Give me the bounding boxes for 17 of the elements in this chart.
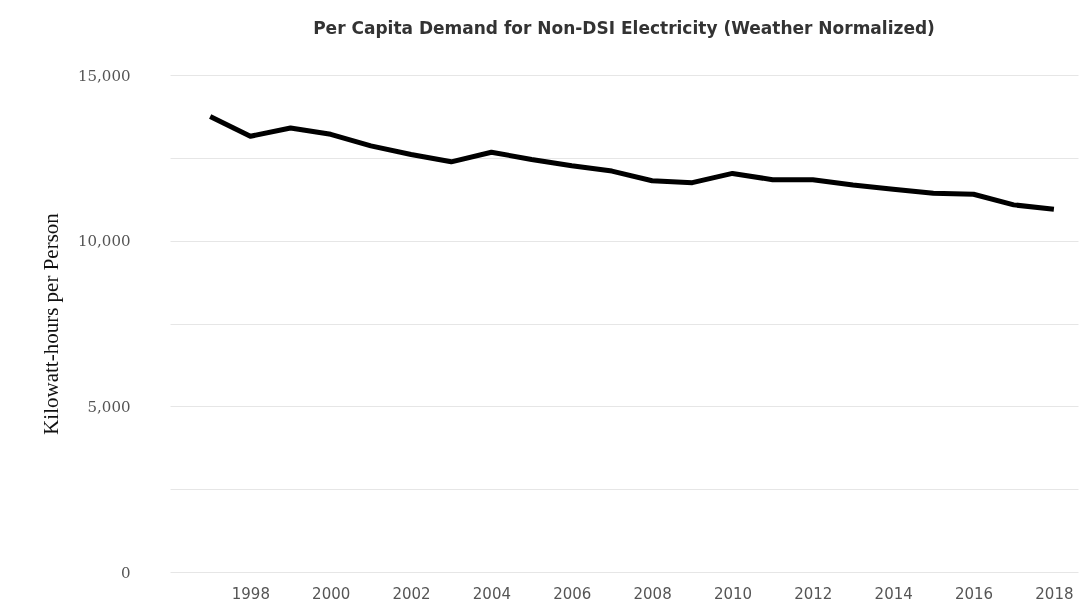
x-tick-label: 2010: [713, 584, 753, 603]
chart-title: Per Capita Demand for Non-DSI Electricity (Weather Normalized): [313, 18, 935, 38]
x-tick-label: 2014: [874, 584, 913, 603]
x-tick-label: 2004: [472, 584, 512, 603]
x-tick-label: 2008: [633, 584, 672, 603]
x-tick-label: 2012: [794, 584, 833, 603]
x-tick-label: 2000: [312, 584, 351, 603]
y-tick-label: 15,000: [78, 66, 131, 85]
x-tick-label: 2006: [553, 584, 592, 603]
x-tick-label: 2016: [954, 584, 994, 603]
y-axis-title: Kilowatt-hours per Person: [39, 212, 64, 435]
y-tick-label: 0: [120, 563, 131, 582]
y-tick-label: 5,000: [87, 397, 131, 416]
y-tick-label: 10,000: [78, 232, 131, 251]
x-tick-label: 1998: [231, 584, 270, 603]
x-tick-label: 2018: [1035, 584, 1074, 603]
x-tick-label: 2002: [392, 584, 431, 603]
